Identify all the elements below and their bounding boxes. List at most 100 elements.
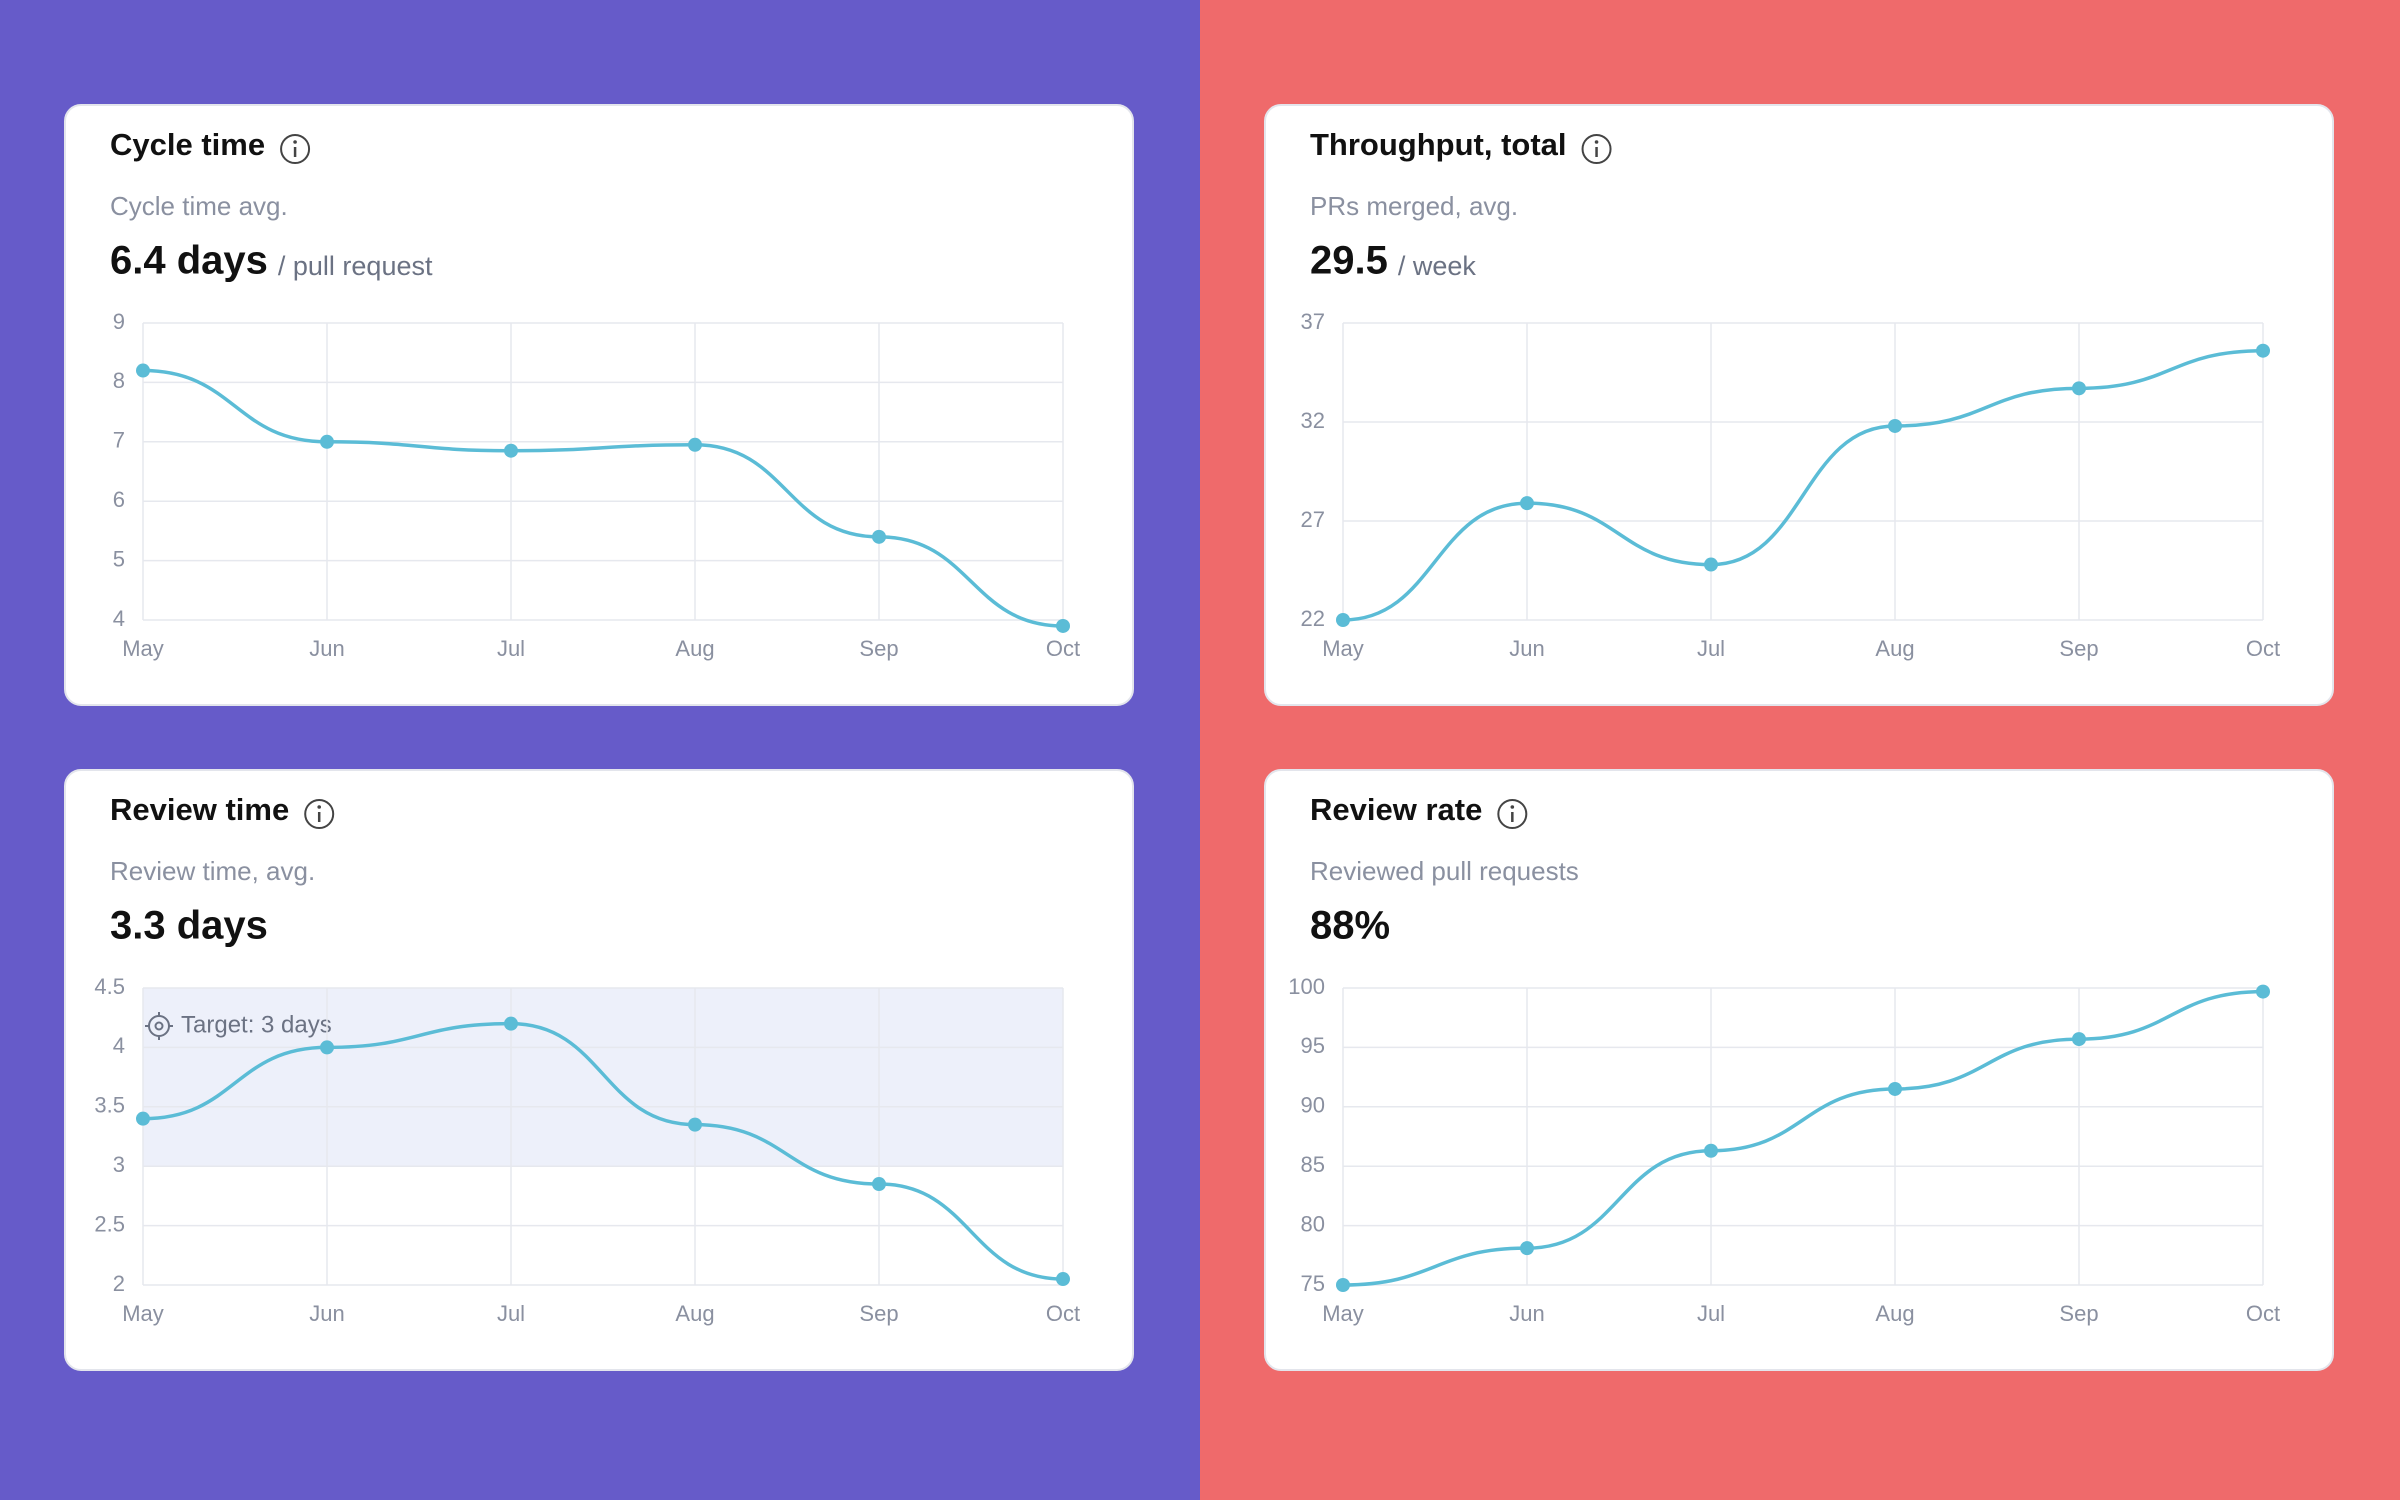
point <box>1056 618 1070 633</box>
info-icon <box>280 134 311 164</box>
x-tick-label: Sep <box>859 636 898 661</box>
x-tick-label: Aug <box>675 636 714 661</box>
point <box>688 437 702 452</box>
info-icon-dot <box>1594 140 1599 144</box>
point <box>136 363 150 378</box>
card-subtitle: Cycle time avg. <box>110 191 288 221</box>
headline-value: 6.4 days <box>110 239 268 283</box>
y-tick-label: 2.5 <box>94 1211 125 1236</box>
y-tick-label: 80 <box>1301 1211 1325 1236</box>
line-series <box>142 368 1064 628</box>
headline-unit: / pull request <box>278 251 433 281</box>
target-icon-dot <box>154 1021 164 1031</box>
headline-value: 3.3 days <box>110 904 268 948</box>
line-series <box>142 1021 1064 1281</box>
x-tick-label: Sep <box>2059 636 2098 661</box>
target-label: Target: 3 days <box>181 1011 332 1038</box>
point <box>2256 343 2270 358</box>
y-tick-label: 3.5 <box>94 1093 125 1118</box>
x-tick-label: Sep <box>859 1301 898 1326</box>
point <box>872 1177 886 1192</box>
info-icon <box>304 799 335 829</box>
x-tick-label: Oct <box>2246 636 2280 661</box>
card-title: Review rate <box>1310 792 1482 827</box>
y-tick-label: 22 <box>1301 606 1325 631</box>
point <box>2072 1032 2086 1047</box>
x-tick-label: Sep <box>2059 1301 2098 1326</box>
card-subtitle: Review time, avg. <box>110 856 315 886</box>
point <box>1888 1081 1902 1096</box>
card-subtitle: Reviewed pull requests <box>1310 856 1579 886</box>
x-tick-label: May <box>1322 636 1364 661</box>
x-tick-label: Oct <box>1046 1301 1080 1326</box>
y-tick-label: 37 <box>1301 309 1325 334</box>
line-series <box>1342 989 2264 1287</box>
y-tick-label: 90 <box>1301 1093 1325 1118</box>
point <box>136 1111 150 1126</box>
point <box>1056 1272 1070 1287</box>
y-tick-label: 8 <box>113 368 125 393</box>
metric-card: Cycle time Cycle time avg. 6.4 days / pull … <box>64 104 1134 706</box>
x-tick-label: Jun <box>309 636 344 661</box>
info-icon-dot <box>293 140 297 144</box>
x-tick-label: Oct <box>2246 1301 2280 1326</box>
x-tick-label: Aug <box>675 1301 714 1326</box>
y-tick-label: 4 <box>113 606 125 631</box>
point <box>504 1016 518 1031</box>
y-tick-label: 2 <box>113 1271 125 1296</box>
info-icon-dot <box>1510 805 1515 809</box>
point <box>1336 613 1350 627</box>
point <box>1520 496 1534 511</box>
card-title: Cycle time <box>110 127 265 162</box>
x-tick-label: Aug <box>1875 1301 1914 1326</box>
info-icon <box>1497 799 1528 829</box>
x-tick-label: Aug <box>1875 636 1914 661</box>
metric-card: Throughput, total PRs merged, avg. 29.5 / w… <box>1264 104 2334 706</box>
point <box>1888 418 1902 433</box>
x-tick-label: Jul <box>1697 636 1725 661</box>
card-background <box>1264 769 2334 1371</box>
info-icon <box>1581 134 1612 164</box>
point <box>320 1040 334 1055</box>
y-tick-label: 4 <box>113 1033 125 1058</box>
y-tick-label: 27 <box>1301 507 1325 532</box>
x-tick-label: Jun <box>1509 1301 1544 1326</box>
x-tick-label: May <box>122 1301 164 1326</box>
card-background <box>1264 104 2334 706</box>
y-tick-label: 6 <box>113 487 125 512</box>
card-subtitle: PRs merged, avg. <box>1310 191 1518 221</box>
card-title: Throughput, total <box>1310 127 1567 162</box>
metric-card: Review rate Reviewed pull requests 88% 75 80… <box>1264 769 2334 1371</box>
x-tick-label: May <box>122 636 164 661</box>
y-tick-label: 95 <box>1301 1033 1325 1058</box>
point <box>504 443 518 458</box>
point <box>320 434 334 449</box>
y-tick-label: 3 <box>113 1152 125 1177</box>
x-tick-label: Oct <box>1046 636 1080 661</box>
point <box>872 529 886 544</box>
point <box>688 1117 702 1132</box>
point <box>1336 1278 1350 1292</box>
line-series <box>1342 348 2264 622</box>
x-tick-label: Jun <box>1509 636 1544 661</box>
y-tick-label: 75 <box>1301 1271 1325 1296</box>
point <box>2256 984 2270 999</box>
x-tick-label: Jun <box>309 1301 344 1326</box>
point <box>1704 557 1718 572</box>
y-tick-label: 32 <box>1301 408 1325 433</box>
y-tick-label: 85 <box>1301 1152 1325 1177</box>
target-band <box>143 988 1063 1167</box>
x-tick-label: Jul <box>1697 1301 1725 1326</box>
y-tick-label: 9 <box>113 309 125 334</box>
x-tick-label: Jul <box>497 636 525 661</box>
headline-value: 88% <box>1310 904 1390 948</box>
card-background <box>64 104 1134 706</box>
point <box>1704 1143 1718 1158</box>
y-tick-label: 4.5 <box>94 974 125 999</box>
x-tick-label: May <box>1322 1301 1364 1326</box>
point <box>1520 1241 1534 1256</box>
card-title: Review time <box>110 792 289 827</box>
y-tick-label: 5 <box>113 546 125 571</box>
point <box>2072 381 2086 396</box>
